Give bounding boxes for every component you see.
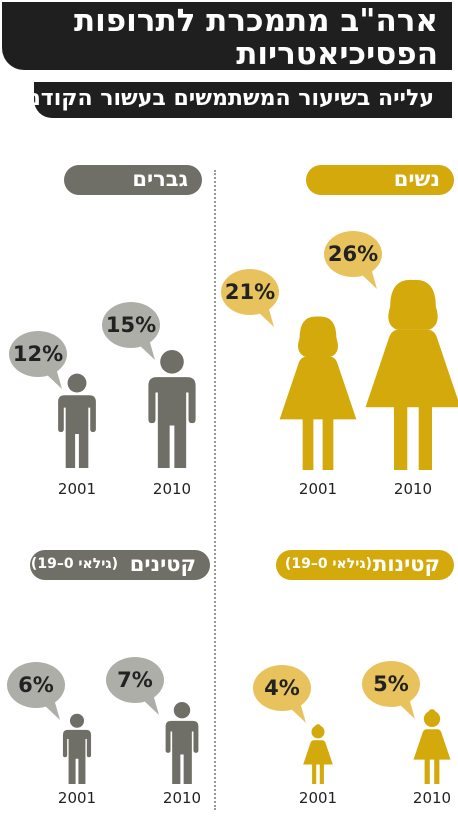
boy-figure-2001: [62, 713, 92, 784]
bubble-woman-2010-label: 26%: [328, 242, 378, 266]
girl-figure-2001: [303, 724, 333, 784]
bubble-man-2001-label: 6%: [18, 673, 54, 697]
pill-women-label: נשים: [393, 167, 440, 191]
boy-figure-2010: [165, 702, 199, 784]
bubble-man-2001: 12%: [9, 331, 67, 389]
pill-girls: קטינות (גילאי 0–19): [276, 550, 454, 580]
bubble-girl-2010: 5%: [362, 661, 420, 719]
bubble-man-2010-label: 15%: [106, 313, 156, 337]
girl-figure-2010: [413, 709, 451, 784]
bubble-girl-2001: 4%: [253, 665, 311, 723]
year-label-girl-2001: 2001: [299, 789, 337, 807]
bubble-woman-2010: 26%: [324, 231, 382, 289]
title-line-1: ארה"ב מתמכרת לתרופות: [73, 3, 438, 39]
bubble-woman-2001-label: 21%: [225, 280, 275, 304]
year-label-man-2001: 2001: [58, 480, 96, 498]
title-banner: ארה"ב מתמכרת לתרופות הפסיכיאטריות: [2, 2, 452, 70]
pill-men-label: גברים: [132, 167, 188, 191]
pill-girls-age: (גילאי 0–19): [284, 556, 372, 572]
bubble-man-2001-label: 12%: [13, 342, 63, 366]
woman-figure-2001: [279, 316, 357, 470]
year-label-man-2010: 2010: [163, 789, 201, 807]
man-figure-2010: [148, 350, 196, 468]
pill-boys-label: קטינים: [129, 552, 196, 576]
man-figure-2001: [58, 373, 96, 468]
subtitle-banner: עלייה בשיעור המשתמשים בעשור הקודם: [25, 82, 452, 118]
bubble-man-2001: 6%: [7, 662, 65, 720]
year-label-girl-2010: 2010: [413, 789, 451, 807]
year-label-man-2001: 2001: [58, 789, 96, 807]
year-label-woman-2001: 2001: [299, 480, 337, 498]
pill-boys-age: (גילאי 0–19): [30, 556, 118, 572]
bubble-woman-2001: 21%: [221, 269, 279, 327]
year-label-man-2010: 2010: [153, 480, 191, 498]
pill-women: נשים: [306, 165, 454, 195]
title-line-2: הפסיכיאטריות: [236, 36, 438, 72]
bubble-man-2010: 15%: [102, 302, 160, 360]
pill-girls-label: קטינות: [373, 552, 440, 576]
bubble-man-2010: 7%: [106, 657, 164, 715]
woman-figure-2010: [365, 279, 458, 471]
bubble-girl-2001-label: 4%: [264, 676, 300, 700]
pill-men: גברים: [64, 165, 202, 195]
pill-boys: קטינים (גילאי 0–19): [30, 550, 210, 580]
bubble-girl-2010-label: 5%: [373, 672, 409, 696]
bubble-man-2010-label: 7%: [117, 668, 153, 692]
panel-divider: [214, 170, 216, 810]
subtitle: עלייה בשיעור המשתמשים בעשור הקודם: [25, 86, 434, 111]
year-label-woman-2010: 2010: [394, 480, 432, 498]
